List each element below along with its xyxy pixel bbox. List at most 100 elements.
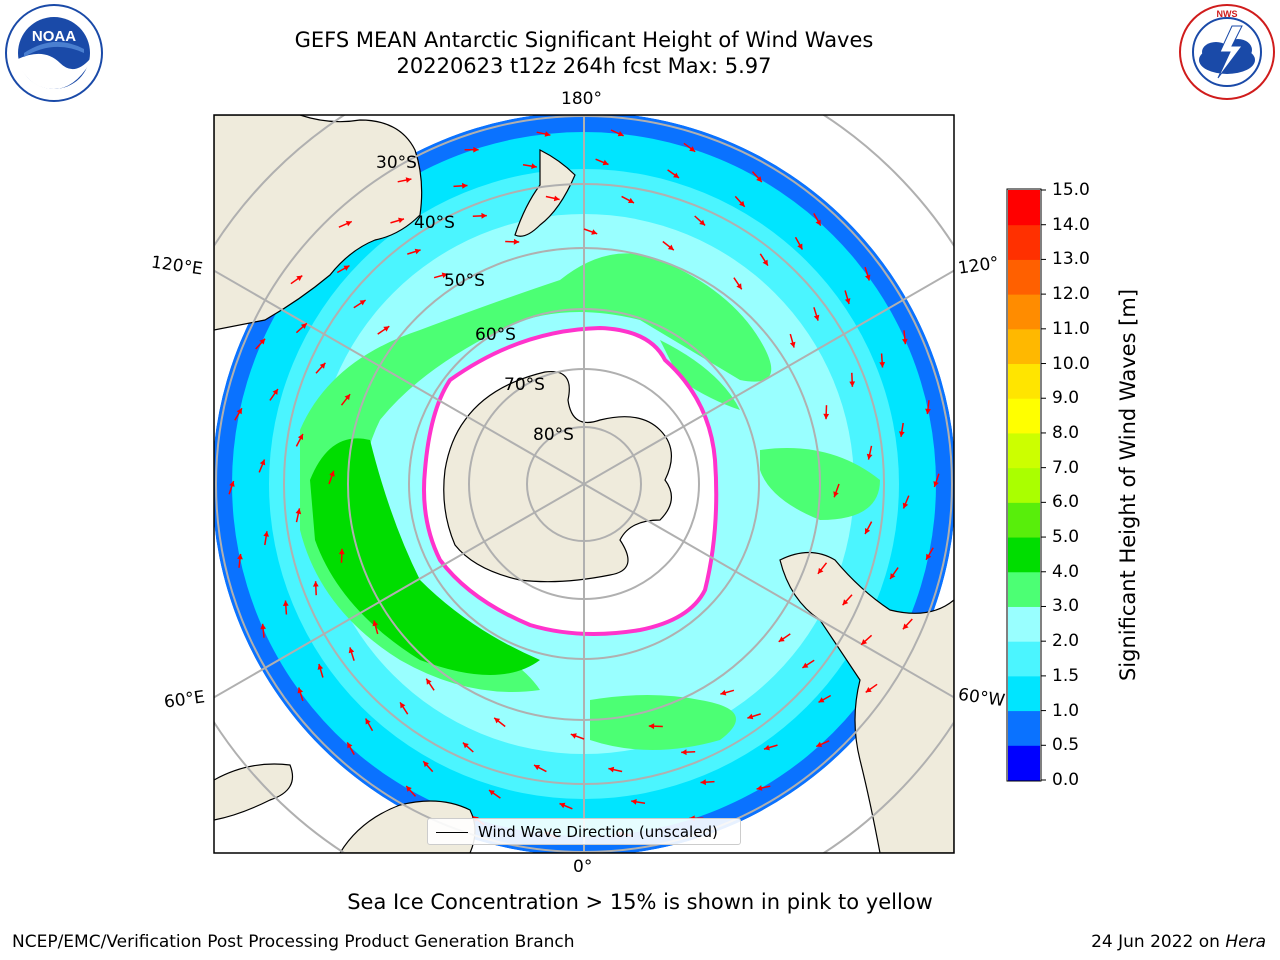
wave-arrow-head bbox=[813, 314, 820, 321]
colorbar-tick-label: 12.0 bbox=[1052, 284, 1090, 305]
colorbar-swatch bbox=[1008, 745, 1040, 781]
wave-arrow-head bbox=[667, 244, 674, 251]
wave-arrow-head bbox=[833, 491, 839, 498]
wave-arrow-head bbox=[441, 272, 448, 279]
wave-arrow-head bbox=[823, 413, 830, 420]
lat-label-70s: 70°S bbox=[504, 375, 545, 395]
map-legend: Wind Wave Direction (unscaled) bbox=[427, 818, 741, 845]
colorbar-swatch bbox=[1008, 710, 1040, 746]
colorbar-tick-label: 2.0 bbox=[1052, 631, 1080, 652]
colorbar-tick-label: 15.0 bbox=[1052, 180, 1090, 200]
colorbar-swatch bbox=[1008, 190, 1040, 226]
wave-arrow-head bbox=[398, 217, 404, 224]
wave-arrow-head bbox=[343, 265, 350, 271]
wave-arrow-head bbox=[263, 531, 269, 537]
colorbar-swatch bbox=[1008, 432, 1040, 469]
wave-arrow-head bbox=[272, 389, 278, 395]
wave-arrow-head bbox=[348, 647, 355, 654]
wave-arrow-head bbox=[865, 274, 871, 281]
wave-arrow-head bbox=[861, 639, 868, 645]
wave-arrow-head bbox=[739, 200, 745, 207]
wave-arrow-head bbox=[762, 259, 768, 266]
wave-arrow-head bbox=[902, 623, 909, 630]
wave-arrow-head bbox=[282, 600, 289, 606]
colorbar-swatch bbox=[1008, 259, 1040, 295]
wave-arrow-head bbox=[648, 723, 655, 730]
wave-arrow-head bbox=[559, 802, 566, 809]
lon-label-180: 180° bbox=[561, 89, 602, 109]
wave-arrow-head bbox=[473, 146, 479, 153]
wave-arrow-head bbox=[866, 453, 873, 460]
wave-arrow-head bbox=[236, 408, 242, 415]
wave-arrow-head bbox=[689, 146, 696, 152]
colorbar-tick-label: 7.0 bbox=[1052, 457, 1080, 478]
colorbar-tick-label: 1.0 bbox=[1052, 700, 1080, 721]
wave-arrow-head bbox=[297, 687, 303, 694]
wave-arrow-head bbox=[345, 221, 352, 227]
map-title: GEFS MEAN Antarctic Significant Height o… bbox=[294, 28, 874, 52]
wave-arrow-head bbox=[815, 219, 821, 226]
wave-arrow-head bbox=[338, 548, 345, 555]
colorbar-swatch bbox=[1008, 606, 1040, 642]
colorbar-tick-label: 10.0 bbox=[1052, 353, 1090, 374]
run-date: 24 Jun 2022 on Hera bbox=[1091, 932, 1266, 952]
colorbar-tick-label: 6.0 bbox=[1052, 492, 1080, 513]
wave-arrow-head bbox=[816, 741, 823, 747]
wave-arrow-head bbox=[608, 766, 615, 773]
colorbar-swatch bbox=[1008, 467, 1040, 503]
wave-arrow-head bbox=[817, 567, 824, 574]
wave-arrow-head bbox=[631, 799, 637, 805]
wave-arrow-head bbox=[933, 481, 939, 487]
wave-arrow-head bbox=[673, 172, 679, 178]
wave-arrow-head bbox=[778, 636, 785, 642]
wave-arrow-head bbox=[764, 744, 770, 751]
wave-arrow-head bbox=[462, 182, 468, 189]
colorbar-tick-label: 3.0 bbox=[1052, 596, 1080, 617]
lat-label-40s: 40°S bbox=[414, 213, 455, 233]
wave-arrow-head bbox=[756, 176, 762, 182]
credit-text: NCEP/EMC/Verification Post Processing Pr… bbox=[12, 932, 575, 952]
colorbar-swatch bbox=[1008, 398, 1040, 434]
colorbar-tick-label: 14.0 bbox=[1052, 214, 1090, 235]
svg-text:NOAA: NOAA bbox=[32, 28, 76, 45]
colorbar-swatch bbox=[1008, 537, 1040, 573]
noaa-logo-icon: NOAA bbox=[5, 4, 103, 102]
wave-arrow-head bbox=[300, 323, 307, 329]
lat-label-50s: 50°S bbox=[444, 271, 485, 291]
wave-arrow-head bbox=[365, 718, 371, 725]
wave-arrow-head bbox=[414, 248, 421, 255]
wave-arrow-head bbox=[699, 219, 706, 226]
wave-arrow-head bbox=[899, 431, 905, 437]
wave-arrow-head bbox=[890, 573, 896, 579]
wave-arrow-head bbox=[789, 341, 796, 348]
colorbar-tick-label: 11.0 bbox=[1052, 318, 1090, 339]
wave-arrow-head bbox=[423, 761, 429, 768]
lat-label-80s: 80°S bbox=[533, 425, 574, 445]
wave-arrow-head bbox=[879, 362, 886, 368]
wave-arrow-head bbox=[481, 212, 487, 219]
wave-arrow-head bbox=[405, 177, 412, 183]
wave-arrow-head bbox=[681, 749, 687, 756]
wave-arrow-head bbox=[628, 197, 634, 203]
legend-line-icon bbox=[436, 832, 468, 833]
colorbar-swatch bbox=[1008, 328, 1040, 365]
wave-arrow-head bbox=[229, 481, 235, 487]
wave-arrow-head bbox=[295, 508, 302, 515]
svg-text:NWS: NWS bbox=[1217, 9, 1238, 19]
map-subtitle: 20220623 t12z 264h fcst Max: 5.97 bbox=[396, 54, 772, 78]
wave-direction-arrows bbox=[228, 129, 940, 839]
wave-arrow-head bbox=[534, 765, 540, 771]
wave-arrow-head bbox=[237, 553, 243, 560]
wave-arrow-head bbox=[544, 131, 551, 137]
colorbar-swatch bbox=[1008, 675, 1040, 712]
wave-arrow-head bbox=[406, 786, 412, 792]
wave-arrow-head bbox=[494, 717, 501, 724]
colorbar-swatch bbox=[1008, 502, 1040, 538]
wave-arrow-head bbox=[553, 195, 560, 202]
legend-label: Wind Wave Direction (unscaled) bbox=[478, 823, 718, 841]
wave-arrow-head bbox=[925, 408, 931, 415]
nws-logo-icon: NWS bbox=[1179, 4, 1275, 100]
wave-arrow-head bbox=[259, 459, 266, 466]
wave-arrow-head bbox=[797, 243, 803, 250]
wave-arrow-head bbox=[849, 381, 856, 387]
